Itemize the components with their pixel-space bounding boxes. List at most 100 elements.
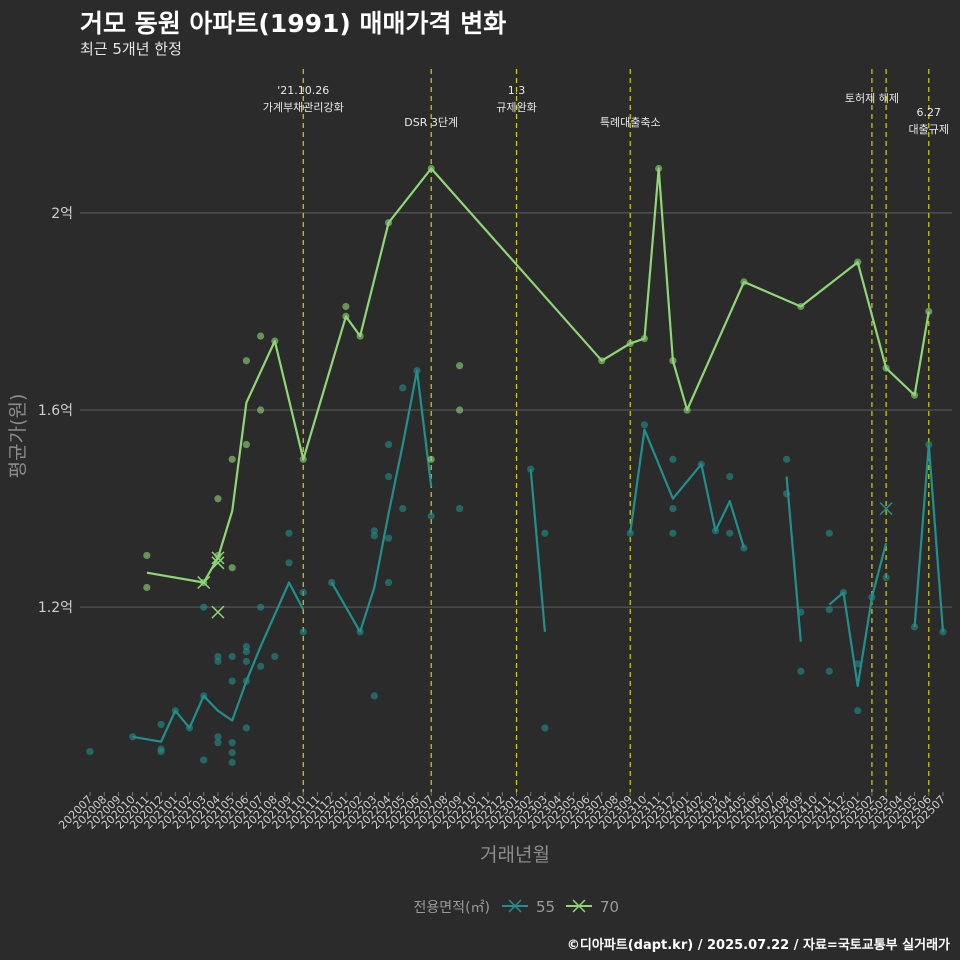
data-point bbox=[228, 758, 236, 767]
data-point bbox=[370, 527, 378, 535]
series-line bbox=[629, 428, 746, 549]
chart-caption: ©디아파트(dapt.kr) / 2025.07.22 / 자료=국토교통부 실… bbox=[566, 938, 950, 953]
data-point bbox=[242, 440, 250, 449]
data-point bbox=[257, 662, 265, 670]
data-point bbox=[299, 588, 307, 596]
data-point bbox=[342, 302, 350, 311]
event-label: 6.27 bbox=[917, 106, 942, 119]
x-marker bbox=[211, 605, 225, 619]
data-point bbox=[825, 529, 833, 537]
data-point bbox=[86, 747, 94, 756]
data-point bbox=[456, 362, 464, 370]
data-point bbox=[427, 512, 435, 520]
event-label: 규제완화 bbox=[496, 101, 536, 114]
data-point bbox=[825, 667, 833, 675]
data-point bbox=[854, 707, 862, 715]
data-point bbox=[257, 603, 265, 611]
legend-label: 55 bbox=[536, 898, 555, 916]
series-layer bbox=[86, 164, 947, 767]
data-point bbox=[669, 455, 677, 463]
data-point bbox=[285, 529, 293, 537]
data-point bbox=[384, 472, 393, 481]
x-marker bbox=[197, 575, 211, 590]
data-point bbox=[740, 544, 748, 552]
y-tick-label: 1.6억 bbox=[38, 403, 73, 419]
data-point bbox=[129, 733, 137, 741]
data-point bbox=[669, 504, 677, 513]
data-point bbox=[854, 660, 862, 668]
data-point bbox=[214, 652, 222, 661]
data-point bbox=[456, 406, 464, 414]
data-point bbox=[399, 504, 407, 513]
event-label: 1.3 bbox=[508, 84, 526, 97]
series-line bbox=[132, 581, 305, 743]
data-point bbox=[384, 578, 393, 587]
series-line bbox=[913, 443, 945, 632]
series-line bbox=[828, 542, 888, 688]
data-point bbox=[214, 739, 222, 747]
data-point bbox=[214, 495, 222, 503]
data-point bbox=[257, 332, 265, 340]
series-line bbox=[146, 167, 930, 584]
event-label: 토허제 해제 bbox=[845, 91, 899, 105]
data-point bbox=[157, 720, 165, 729]
data-point bbox=[157, 747, 165, 756]
data-point bbox=[143, 551, 151, 560]
data-point bbox=[640, 421, 649, 429]
data-point bbox=[228, 739, 236, 747]
data-point bbox=[726, 472, 734, 481]
data-point bbox=[541, 724, 549, 732]
data-point bbox=[384, 534, 393, 542]
legend-label: 70 bbox=[600, 898, 619, 916]
series-70 bbox=[143, 164, 933, 619]
x-marker bbox=[211, 551, 225, 565]
data-point bbox=[726, 529, 734, 537]
data-point bbox=[271, 652, 279, 661]
data-point bbox=[626, 529, 634, 537]
data-point bbox=[242, 724, 250, 732]
data-point bbox=[427, 455, 435, 463]
legend-title: 전용면적(㎡) bbox=[414, 900, 490, 916]
data-point bbox=[242, 643, 250, 651]
data-point bbox=[299, 628, 307, 636]
data-point bbox=[399, 384, 407, 392]
data-point bbox=[527, 465, 535, 473]
data-point bbox=[228, 677, 236, 685]
series-55 bbox=[86, 366, 947, 767]
data-point bbox=[228, 455, 236, 463]
data-point bbox=[797, 667, 805, 675]
legend-items: 55 70 bbox=[502, 898, 619, 916]
data-point bbox=[257, 406, 265, 414]
legend-item-55: 55 bbox=[502, 898, 555, 916]
data-point bbox=[228, 748, 236, 757]
data-point bbox=[384, 440, 393, 449]
data-point bbox=[242, 647, 250, 656]
legend: 전용면적(㎡) 55 70 bbox=[414, 898, 620, 916]
data-point bbox=[214, 657, 222, 665]
data-point bbox=[825, 606, 833, 614]
x-tick-layer: 2020072020082020092020102020112020122021… bbox=[56, 792, 948, 832]
chart-subtitle: 최근 5개년 한정 bbox=[80, 40, 182, 58]
event-label: 특례대출축소 bbox=[600, 116, 661, 129]
data-point bbox=[370, 692, 378, 700]
data-point bbox=[541, 529, 549, 537]
x-axis-title: 거래년월 bbox=[480, 844, 550, 866]
data-point bbox=[200, 603, 208, 611]
data-point bbox=[214, 733, 222, 741]
y-tick-layer: 1.2억 1.6억 2억 bbox=[38, 206, 73, 616]
y-tick-label: 2억 bbox=[51, 206, 73, 222]
series-line bbox=[785, 476, 802, 642]
event-label: 대출규제 bbox=[909, 123, 949, 136]
data-point bbox=[939, 628, 947, 636]
data-point bbox=[242, 357, 250, 365]
series-line bbox=[529, 469, 546, 632]
data-point bbox=[200, 756, 208, 764]
y-tick-label: 1.2억 bbox=[38, 600, 73, 616]
data-point bbox=[370, 532, 378, 540]
y-axis-title: 평균가(원) bbox=[7, 394, 29, 479]
legend-item-70: 70 bbox=[566, 898, 619, 916]
data-point bbox=[783, 455, 791, 463]
data-point bbox=[669, 529, 677, 537]
